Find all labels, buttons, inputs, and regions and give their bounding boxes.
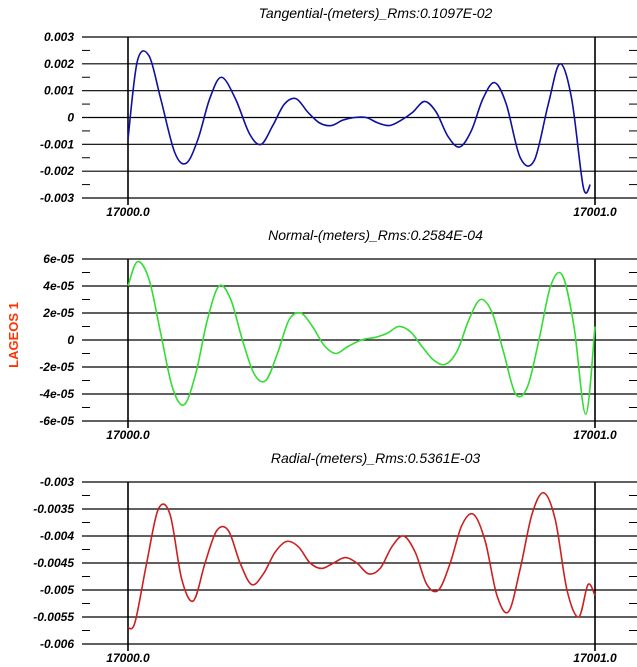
chart-title: Tangential-(meters)_Rms:0.1097E-02 [259, 5, 493, 21]
x-tick-label: 17000.0 [106, 205, 150, 219]
y-tick-label: -4e-05 [39, 387, 74, 401]
x-tick-label: 17001.0 [573, 651, 617, 665]
y-tick-label: -0.0035 [33, 502, 74, 516]
y-tick-label: 0 [67, 111, 74, 125]
series-line [127, 492, 596, 630]
y-tick-label: -0.001 [40, 137, 74, 151]
y-tick-label: -6e-05 [39, 414, 74, 428]
chart-title: Normal-(meters)_Rms:0.2584E-04 [268, 227, 483, 243]
x-tick-label: 17000.0 [106, 651, 150, 665]
y-tick-label: -2e-05 [39, 360, 74, 374]
y-tick-label: -0.005 [40, 583, 74, 597]
x-tick-label: 17001.0 [573, 205, 617, 219]
chart-panel-2: Normal-(meters)_Rms:0.2584E-04 6e-05 4e-05… [39, 227, 637, 442]
y-tick-label: 0.002 [44, 57, 74, 71]
y-tick-label: -0.004 [40, 529, 74, 543]
y-tick-label: 4e-05 [42, 279, 74, 293]
y-tick-label: 6e-05 [43, 252, 74, 266]
y-tick-label: -0.0055 [33, 610, 74, 624]
chart-panel-3: Radial-(meters)_Rms:0.5361E-03 -0.003 -0.0… [33, 450, 637, 665]
y-tick-label: -0.003 [40, 475, 74, 489]
y-tick-label: 0.003 [44, 30, 74, 44]
satellite-label: LAGEOS 1 [6, 302, 21, 368]
series-line [127, 260, 596, 416]
y-tick-label: 2e-05 [42, 306, 74, 320]
x-tick-label: 17000.0 [106, 428, 150, 442]
x-tick-label: 17001.0 [573, 428, 617, 442]
y-tick-label: 0.001 [44, 84, 74, 98]
y-tick-label: -0.002 [40, 164, 74, 178]
y-tick-label: -0.0045 [33, 556, 74, 570]
y-tick-label: -0.006 [40, 637, 74, 651]
chart-panel-1: Tangential-(meters)_Rms:0.1097E-02 0.003 0… [40, 5, 637, 219]
chart-title: Radial-(meters)_Rms:0.5361E-03 [271, 450, 481, 466]
y-tick-label: -0.003 [40, 191, 74, 205]
y-tick-label: 0 [67, 333, 74, 347]
series-line [127, 50, 592, 194]
